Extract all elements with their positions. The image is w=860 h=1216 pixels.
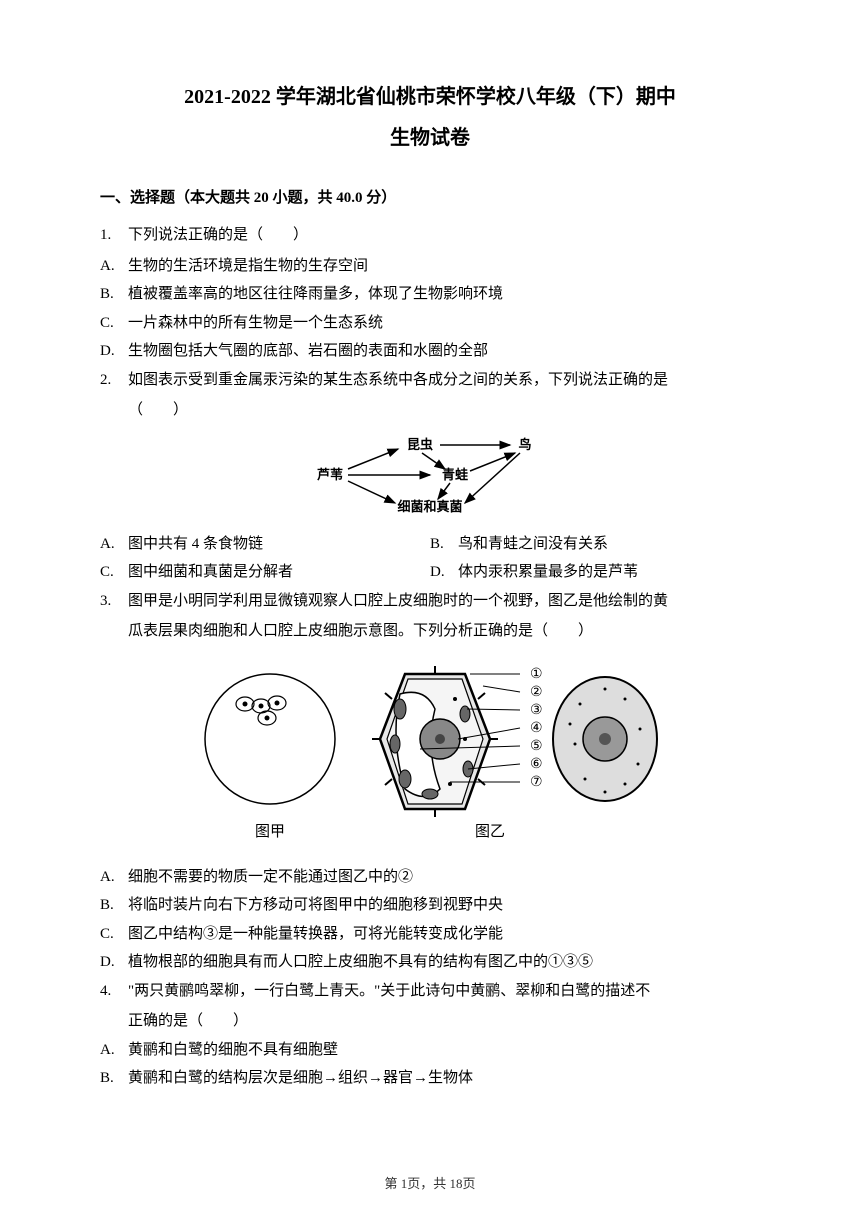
section-header: 一、选择题（本大题共 20 小题，共 40.0 分） bbox=[100, 186, 760, 207]
question-4: 4."两只黄鹂鸣翠柳，一行白鹭上青天。"关于此诗句中黄鹂、翠柳和白鹭的描述不 bbox=[100, 977, 760, 1006]
q1-stem: 下列说法正确的是（ ） bbox=[128, 227, 308, 243]
q4-option-a: A.黄鹂和白鹭的细胞不具有细胞壁 bbox=[100, 1036, 760, 1065]
q4-number: 4. bbox=[100, 977, 128, 1006]
svg-text:①: ① bbox=[530, 667, 543, 682]
q2-option-a: 图中共有 4 条食物链 bbox=[128, 536, 263, 552]
q1-option-c: C.一片森林中的所有生物是一个生态系统 bbox=[100, 309, 760, 338]
q2-options-row1: A.图中共有 4 条食物链 B.鸟和青蛙之间没有关系 bbox=[100, 530, 760, 559]
svg-text:图甲: 图甲 bbox=[255, 823, 285, 840]
q3-diagram: 图甲 bbox=[100, 654, 760, 859]
q1-option-d: D.生物圈包括大气圈的底部、岩石圈的表面和水圈的全部 bbox=[100, 337, 760, 366]
q2-diagram: 芦苇 昆虫 鸟 青蛙 细菌和真菌 bbox=[100, 431, 760, 526]
q3-option-c: C.图乙中结构③是一种能量转换器，可将光能转变成化学能 bbox=[100, 920, 760, 949]
q3-option-d: D.植物根部的细胞具有而人口腔上皮细胞不具有的结构有图乙中的①③⑤ bbox=[100, 948, 760, 977]
svg-text:芦苇: 芦苇 bbox=[317, 467, 343, 482]
svg-text:细菌和真菌: 细菌和真菌 bbox=[397, 499, 462, 514]
q2-number: 2. bbox=[100, 366, 128, 395]
q2-stem: 如图表示受到重金属汞污染的某生态系统中各成分之间的关系，下列说法正确的是 bbox=[128, 372, 668, 388]
page-footer: 第 1页，共 18页 bbox=[0, 1173, 860, 1192]
svg-text:④: ④ bbox=[530, 721, 543, 736]
question-1: 1.下列说法正确的是（ ） bbox=[100, 221, 760, 250]
q2-stem-line2: （ ） bbox=[100, 396, 760, 425]
q3-option-b: B.将临时装片向右下方移动可将图甲中的细胞移到视野中央 bbox=[100, 891, 760, 920]
q4-option-b: B.黄鹂和白鹭的结构层次是细胞→组织→器官→生物体 bbox=[100, 1064, 760, 1093]
q1-option-b: B.植被覆盖率高的地区往往降雨量多，体现了生物影响环境 bbox=[100, 280, 760, 309]
q2-option-d: 体内汞积累量最多的是芦苇 bbox=[458, 564, 638, 580]
question-3: 3.图甲是小明同学利用显微镜观察人口腔上皮细胞时的一个视野，图乙是他绘制的黄 bbox=[100, 587, 760, 616]
q3-option-a: A.细胞不需要的物质一定不能通过图乙中的② bbox=[100, 863, 760, 892]
q3-stem: 图甲是小明同学利用显微镜观察人口腔上皮细胞时的一个视野，图乙是他绘制的黄 bbox=[128, 593, 668, 609]
q2-options-row2: C.图中细菌和真菌是分解者 D.体内汞积累量最多的是芦苇 bbox=[100, 558, 760, 587]
svg-text:青蛙: 青蛙 bbox=[442, 467, 468, 482]
svg-text:②: ② bbox=[530, 685, 543, 700]
question-2: 2.如图表示受到重金属汞污染的某生态系统中各成分之间的关系，下列说法正确的是 bbox=[100, 366, 760, 395]
svg-text:昆虫: 昆虫 bbox=[407, 437, 433, 452]
svg-text:⑤: ⑤ bbox=[530, 739, 543, 754]
q2-option-b: 鸟和青蛙之间没有关系 bbox=[458, 536, 608, 552]
svg-text:③: ③ bbox=[530, 703, 543, 718]
q4-stem: "两只黄鹂鸣翠柳，一行白鹭上青天。"关于此诗句中黄鹂、翠柳和白鹭的描述不 bbox=[128, 983, 650, 999]
q3-stem-line2: 瓜表层果肉细胞和人口腔上皮细胞示意图。下列分析正确的是（ ） bbox=[100, 617, 760, 646]
svg-text:⑥: ⑥ bbox=[530, 757, 543, 772]
title-line-2: 生物试卷 bbox=[100, 121, 760, 150]
svg-text:⑦: ⑦ bbox=[530, 775, 543, 790]
title-line-1: 2021-2022 学年湖北省仙桃市荣怀学校八年级（下）期中 bbox=[100, 80, 760, 109]
q1-number: 1. bbox=[100, 221, 128, 250]
svg-text:鸟: 鸟 bbox=[518, 437, 531, 452]
q2-option-c: 图中细菌和真菌是分解者 bbox=[128, 564, 293, 580]
q4-stem-line2: 正确的是（ ） bbox=[100, 1007, 760, 1036]
svg-text:图乙: 图乙 bbox=[475, 823, 505, 840]
q1-option-a: A.生物的生活环境是指生物的生存空间 bbox=[100, 252, 760, 281]
q3-number: 3. bbox=[100, 587, 128, 616]
